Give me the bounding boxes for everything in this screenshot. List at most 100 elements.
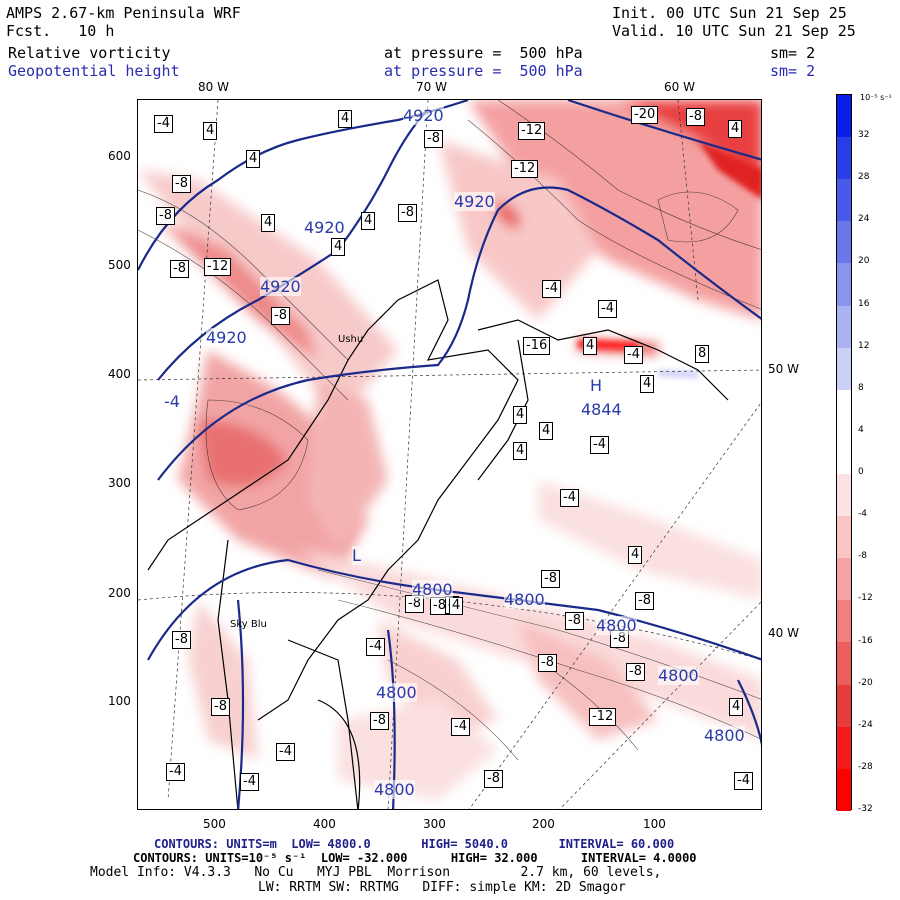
vort-label: -8 xyxy=(538,654,557,672)
lon-label-70w: 70 W xyxy=(416,80,447,94)
colorbar-tick-label: 20 xyxy=(858,256,870,267)
field1-name: Relative vorticity xyxy=(8,44,171,62)
vort-label: -8 xyxy=(271,307,290,325)
vort-label: 4 xyxy=(331,238,346,256)
vort-label: 4 xyxy=(246,150,261,168)
colorbar-tick-label: -20 xyxy=(858,677,873,688)
vort-label: -4 xyxy=(560,489,579,507)
footer-model-info: Model Info: V4.3.3 No Cu MYJ PBL Morriso… xyxy=(90,865,662,880)
init-time: Init. 00 UTC Sun 21 Sep 25 xyxy=(612,4,847,22)
vort-label: -8 xyxy=(635,592,654,610)
lon-label-80w: 80 W xyxy=(198,80,229,94)
height-label: -4 xyxy=(164,392,180,411)
vort-label: 4 xyxy=(361,212,376,230)
colorbar-tick-label: -8 xyxy=(858,551,867,562)
vort-label: -8 xyxy=(484,770,503,788)
colorbar-segment xyxy=(837,768,851,811)
vort-label: -4 xyxy=(624,346,643,364)
field2-name: Geopotential height xyxy=(8,62,180,80)
colorbar-unit: 10⁻⁵ s⁻¹ xyxy=(860,93,892,102)
model-title: AMPS 2.67-km Peninsula WRF xyxy=(6,4,241,22)
height-label: 4800 xyxy=(658,666,699,685)
valid-time: Valid. 10 UTC Sun 21 Sep 25 xyxy=(612,22,856,40)
vort-label: -8 xyxy=(172,175,191,193)
colorbar-tick-label: 32 xyxy=(858,130,870,141)
footer-physics: LW: RRTM SW: RRTMG DIFF: simple KM: 2D S… xyxy=(258,880,626,895)
lon-label-50w: 50 W xyxy=(768,362,799,376)
vort-label: 4 xyxy=(261,214,276,232)
colorbar-segment xyxy=(837,221,851,264)
high-marker: H xyxy=(590,376,603,395)
lon-label-60w: 60 W xyxy=(664,80,695,94)
forecast-hour: Fcst. 10 h xyxy=(6,22,115,40)
vort-label: 4 xyxy=(513,442,528,460)
height-label: 4920 xyxy=(304,218,345,237)
vort-label: -12 xyxy=(204,258,232,276)
height-label: 4920 xyxy=(260,277,301,296)
vort-label: -4 xyxy=(542,280,561,298)
height-label: 4800 xyxy=(704,726,745,745)
vort-label: -8 xyxy=(211,698,230,716)
vort-label: -8 xyxy=(370,712,389,730)
vort-label: 4 xyxy=(640,375,655,393)
footer-height-contours: CONTOURS: UNITS=m LOW= 4800.0 HIGH= 5040… xyxy=(154,837,675,851)
vort-label: -4 xyxy=(451,718,470,736)
colorbar-segment xyxy=(837,137,851,180)
colorbar-tick-label: 16 xyxy=(858,298,870,309)
vort-label: -20 xyxy=(631,106,659,124)
vort-label: -8 xyxy=(156,207,175,225)
colorbar-tick-label: 0 xyxy=(858,467,864,478)
height-label: 4800 xyxy=(504,590,545,609)
height-label: 4844 xyxy=(581,400,622,419)
colorbar-tick-label: 8 xyxy=(858,382,864,393)
vort-label: 4 xyxy=(513,406,528,424)
height-label: 4920 xyxy=(206,328,247,347)
x-tick-200: 200 xyxy=(532,817,555,831)
smooth1: sm= 2 xyxy=(770,44,816,62)
pressure2: at pressure = 500 hPa xyxy=(384,62,583,80)
vort-label: -4 xyxy=(734,772,753,790)
vort-label: -4 xyxy=(590,436,609,454)
lon-label-40w: 40 W xyxy=(768,626,799,640)
colorbar-tick-label: -32 xyxy=(858,804,873,814)
y-tick-200: 200 xyxy=(108,586,131,600)
x-tick-300: 300 xyxy=(423,817,446,831)
vort-label: -8 xyxy=(424,130,443,148)
colorbar-segment xyxy=(837,473,851,517)
vort-label: -4 xyxy=(154,115,173,133)
x-tick-500: 500 xyxy=(203,817,226,831)
y-tick-600: 600 xyxy=(108,149,131,163)
y-tick-300: 300 xyxy=(108,476,131,490)
height-label: 4800 xyxy=(376,683,417,702)
map-panel: -4 4 4 -8 -12 -20 -8 4 4 -12 -8 -8 4 492… xyxy=(137,99,762,810)
vort-label: -16 xyxy=(523,337,551,355)
colorbar-tick-label: 12 xyxy=(858,340,870,351)
vort-label: -12 xyxy=(589,708,617,726)
vort-label: -8 xyxy=(170,260,189,278)
vort-label: 4 xyxy=(338,110,353,128)
height-label: 4920 xyxy=(403,106,444,125)
vort-label: 4 xyxy=(729,698,744,716)
vort-label: 4 xyxy=(203,122,218,140)
vort-label: -4 xyxy=(598,300,617,318)
height-label: 4800 xyxy=(374,780,415,799)
colorbar-tick-label: -12 xyxy=(858,593,873,604)
vort-label: -8 xyxy=(565,612,584,630)
colorbar-tick-label: 4 xyxy=(858,424,864,435)
colorbar xyxy=(836,94,852,811)
colorbar-segment xyxy=(837,726,851,769)
low-marker: L xyxy=(352,546,361,565)
vort-label: -8 xyxy=(686,108,705,126)
map-graphics xyxy=(138,100,761,809)
vort-label: -4 xyxy=(276,743,295,761)
colorbar-segment xyxy=(837,347,851,390)
height-label: 4920 xyxy=(454,192,495,211)
vort-label: -8 xyxy=(430,597,449,615)
place-label: Sky Blu xyxy=(230,619,267,630)
colorbar-segment xyxy=(837,684,851,727)
vort-label: -12 xyxy=(518,122,546,140)
vort-label: -12 xyxy=(511,160,539,178)
colorbar-segment xyxy=(837,431,851,474)
place-label: Ushu xyxy=(338,334,364,345)
height-label: 4800 xyxy=(596,616,637,635)
